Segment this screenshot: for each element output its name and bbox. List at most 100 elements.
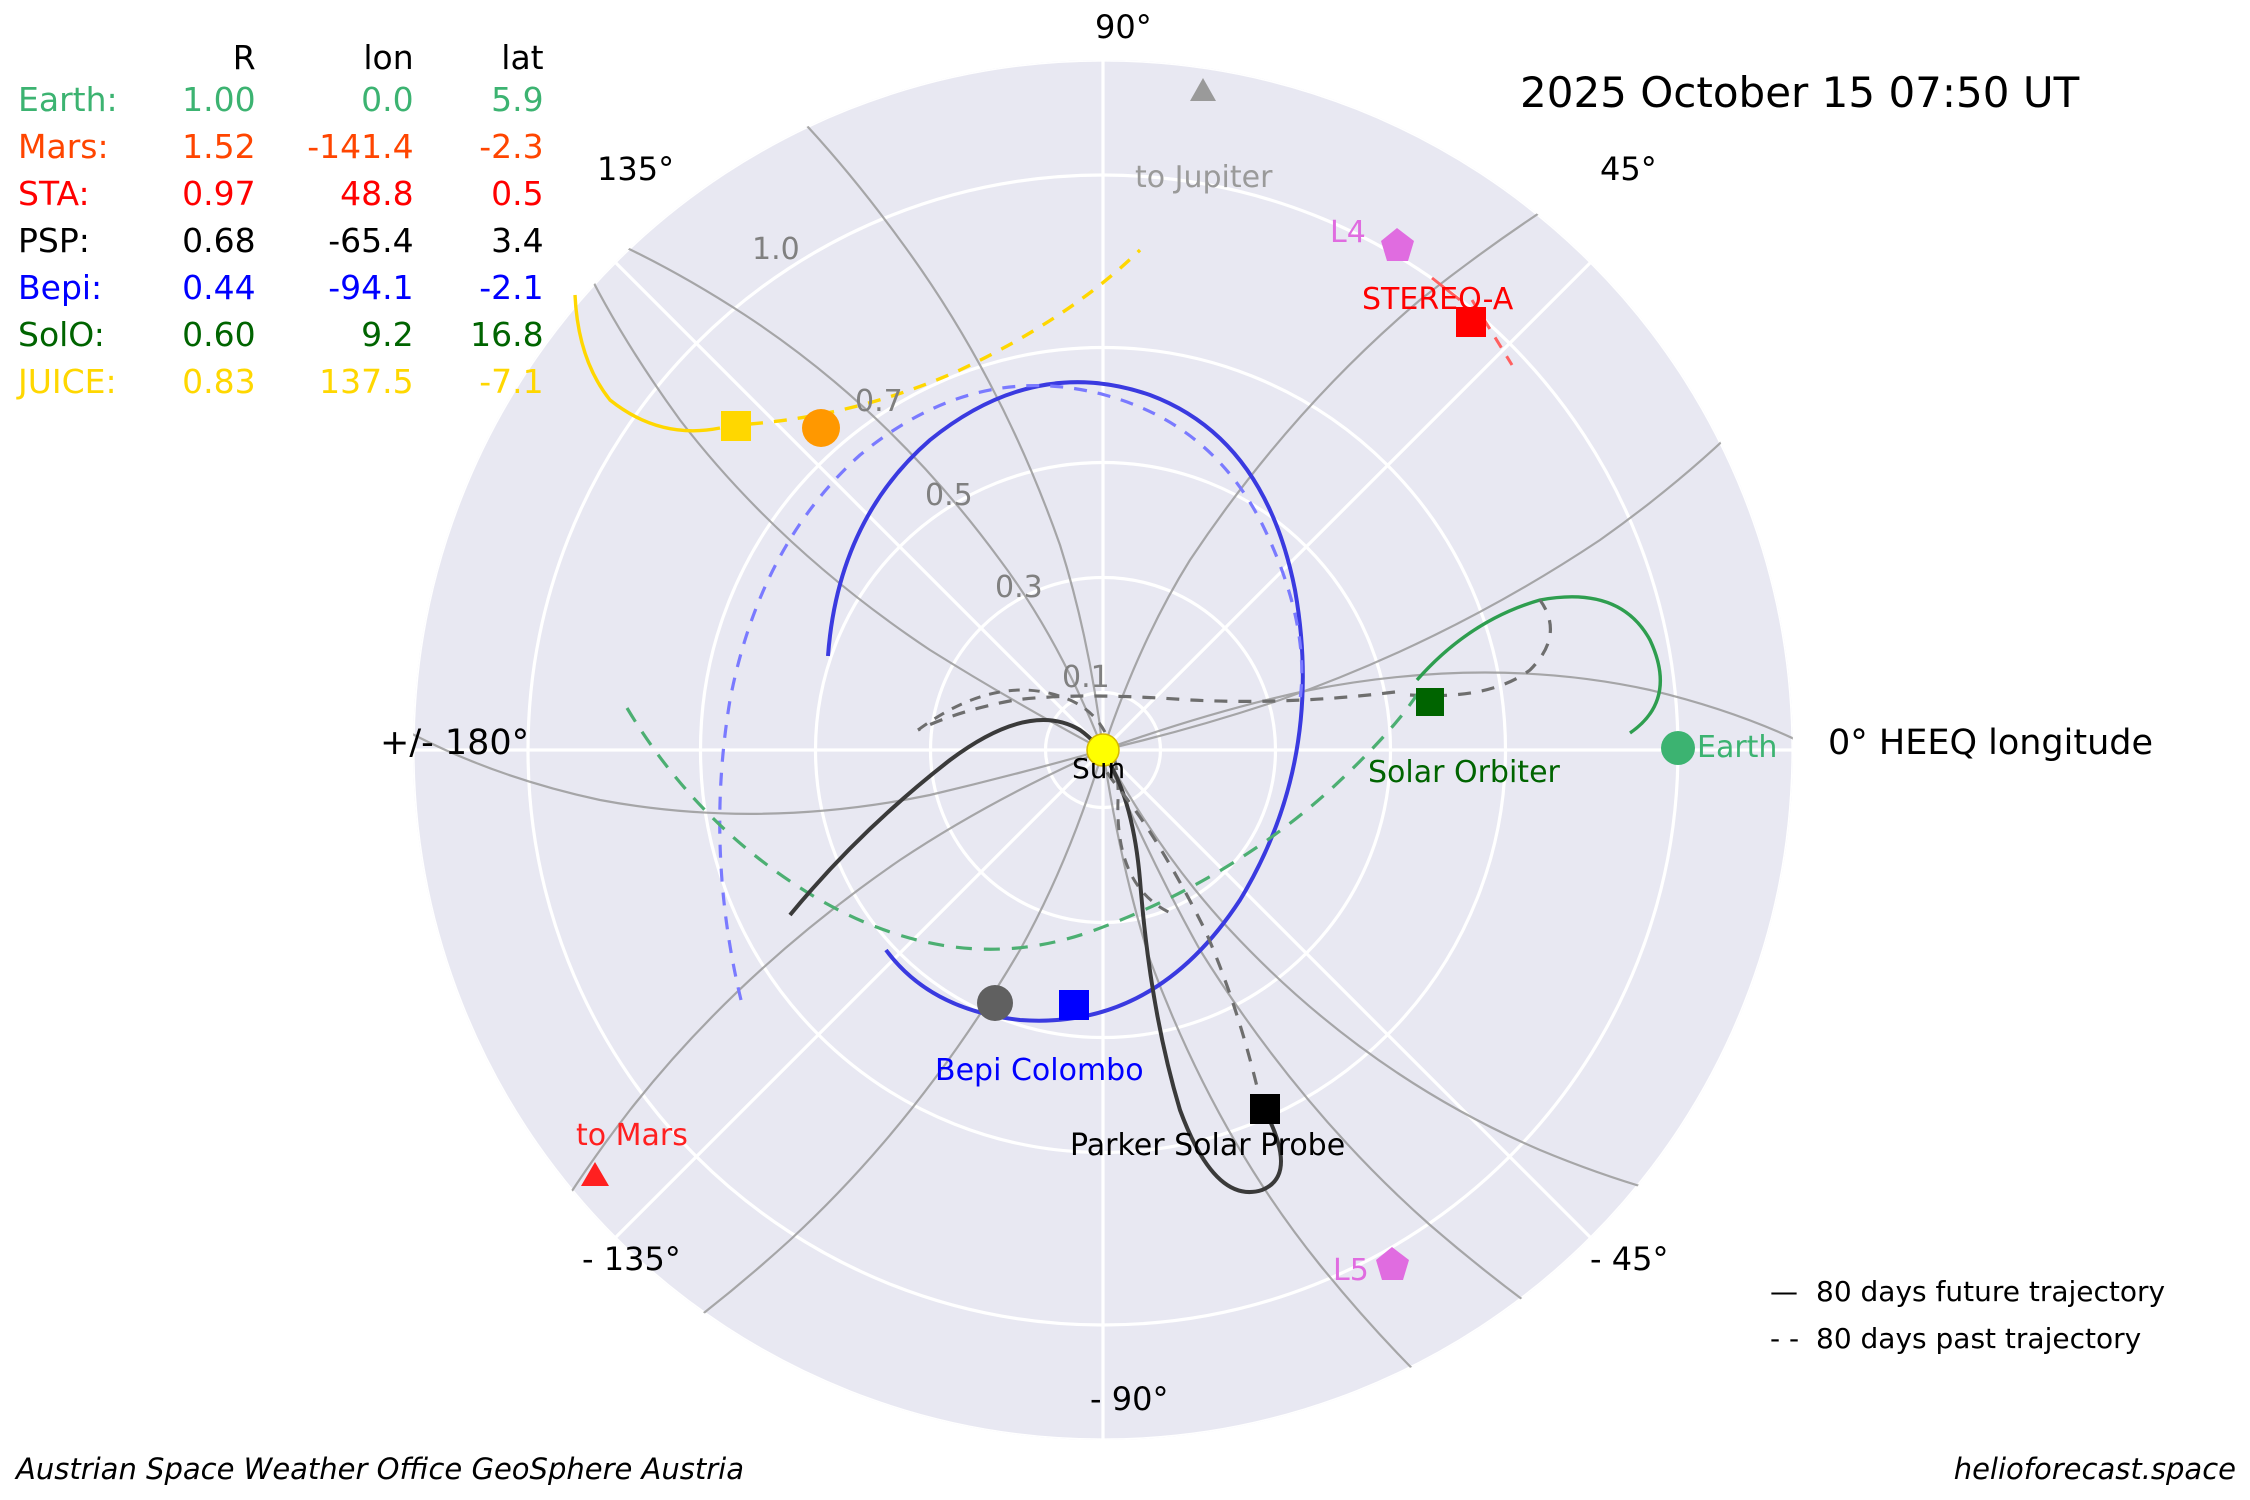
trajectory-psp-past <box>1097 748 1264 1109</box>
marker-to-jupiter <box>1190 78 1216 101</box>
row-lon: -65.4 <box>328 221 414 260</box>
row-r: 0.44 <box>182 268 256 307</box>
row-r: 0.60 <box>182 315 256 354</box>
trajectory-bepi-future <box>826 380 1305 1023</box>
marker-l4 <box>1381 228 1414 261</box>
row-lat: -2.3 <box>479 127 544 166</box>
row-name: STA: <box>18 174 90 213</box>
footer-left: Austrian Space Weather Office GeoSphere … <box>16 1452 745 1486</box>
marker-to-mars-tri <box>581 1162 609 1186</box>
column-header: R <box>232 38 256 77</box>
legend-future-label: 80 days future trajectory <box>1816 1275 2166 1308</box>
table-row: STA: 0.97 48.8 0.5 <box>18 170 544 217</box>
label-l4: L4 <box>1330 215 1366 250</box>
angle-label-45: 45° <box>1600 150 1657 188</box>
marker-mercury <box>977 985 1013 1021</box>
trajectory-solo-future <box>1415 595 1663 735</box>
label-parker-solar-probe: Parker Solar Probe <box>1070 1128 1346 1163</box>
row-name: Bepi: <box>18 268 103 307</box>
row-name: JUICE: <box>18 362 117 401</box>
marker-stereo-a <box>1456 307 1486 337</box>
footer-right: helioforecast.space <box>1953 1452 2236 1486</box>
trajectory-stereoa-future <box>1431 276 1461 302</box>
row-r: 0.83 <box>182 362 256 401</box>
label-bepi-colombo: Bepi Colombo <box>935 1053 1144 1088</box>
trajectory-juice-future <box>573 294 721 433</box>
marker-bepi-colombo <box>1059 990 1089 1020</box>
trajectory-psp-future <box>788 718 1283 1194</box>
row-r: 1.00 <box>182 80 256 119</box>
row-lat: -2.1 <box>479 268 544 307</box>
angle-label-180: +/- 180° <box>380 723 530 763</box>
trajectory-solo-past-core <box>917 688 1176 917</box>
row-lon: 137.5 <box>319 362 414 401</box>
legend-row-future: — 80 days future trajectory <box>1770 1275 2165 1308</box>
row-lat: 5.9 <box>491 80 544 119</box>
table-row: Bepi: 0.44 -94.1 -2.1 <box>18 264 544 311</box>
page-title: 2025 October 15 07:50 UT <box>1520 68 2080 117</box>
radial-tick-0.1: 0.1 <box>1062 660 1110 695</box>
table-row: PSP: 0.68 -65.4 3.4 <box>18 217 544 264</box>
marker-solar-orbiter <box>1416 688 1444 716</box>
legend-past-label: 80 days past trajectory <box>1816 1322 2142 1355</box>
trajectory-juice-past <box>749 248 1142 426</box>
label-sun: Sun <box>1072 752 1126 785</box>
trajectory-legend: — 80 days future trajectory - - 80 days pa… <box>1770 1275 2165 1369</box>
row-lat: -7.1 <box>479 362 544 401</box>
table-row: Mars: 1.52 -141.4 -2.3 <box>18 123 544 170</box>
row-r: 0.97 <box>182 174 256 213</box>
table-row: SolO: 0.60 9.2 16.8 <box>18 311 544 358</box>
parker-spiral-lines <box>413 60 1793 1440</box>
row-lon: -94.1 <box>328 268 414 307</box>
row-r: 1.52 <box>182 127 256 166</box>
trajectory-bepi-past <box>718 384 1304 1001</box>
angle-label-minus-45: - 45° <box>1590 1240 1669 1278</box>
row-lon: -141.4 <box>307 127 414 166</box>
radial-tick-1.0: 1.0 <box>752 232 800 267</box>
marker-earth <box>1661 731 1695 765</box>
table-row: Earth: 1.00 0.0 5.9 <box>18 76 544 123</box>
label-to-mars: to Mars <box>576 1118 688 1153</box>
label-solar-orbiter: Solar Orbiter <box>1368 755 1560 790</box>
angle-label-90: 90° <box>1095 8 1152 46</box>
marker-venus <box>802 409 840 447</box>
row-r: 0.68 <box>182 221 256 260</box>
column-header: lon <box>363 38 414 77</box>
row-lat: 3.4 <box>491 221 544 260</box>
marker-parker-solar-probe <box>1250 1094 1280 1124</box>
row-lat: 16.8 <box>470 315 544 354</box>
row-lon: 0.0 <box>361 80 414 119</box>
legend-dashed-line-icon: - - <box>1770 1322 1800 1355</box>
legend-solid-line-icon: — <box>1770 1275 1798 1308</box>
row-lon: 48.8 <box>340 174 414 213</box>
angle-label-135: 135° <box>597 150 675 188</box>
heeq-longitude-label: 0° HEEQ longitude <box>1828 723 2154 763</box>
label-stereo-a: STEREO-A <box>1362 282 1514 317</box>
radial-tick-0.7: 0.7 <box>855 384 903 419</box>
label-earth: Earth <box>1697 730 1778 765</box>
marker-sun <box>1086 733 1120 767</box>
table-row: JUICE: 0.83 137.5 -7.1 <box>18 358 544 405</box>
marker-juice <box>721 411 751 441</box>
trajectory-solo-past-long <box>625 689 1422 951</box>
marker-l5 <box>1376 1247 1409 1280</box>
row-name: Earth: <box>18 80 118 119</box>
radial-tick-0.3: 0.3 <box>995 570 1043 605</box>
column-header: lat <box>501 38 544 77</box>
column-header <box>18 34 144 76</box>
radial-tick-0.5: 0.5 <box>925 478 973 513</box>
angle-label-minus-135: - 135° <box>582 1240 681 1278</box>
row-name: SolO: <box>18 315 105 354</box>
label-to-jupiter: to Jupiter <box>1135 160 1273 195</box>
row-name: Mars: <box>18 127 109 166</box>
label-l5: L5 <box>1333 1253 1369 1288</box>
row-name: PSP: <box>18 221 90 260</box>
row-lat: 0.5 <box>491 174 544 213</box>
trajectory-solo-past <box>1409 599 1552 698</box>
legend-row-past: - - 80 days past trajectory <box>1770 1322 2165 1355</box>
row-lon: 9.2 <box>361 315 414 354</box>
angle-label-minus-90: - 90° <box>1090 1380 1169 1418</box>
